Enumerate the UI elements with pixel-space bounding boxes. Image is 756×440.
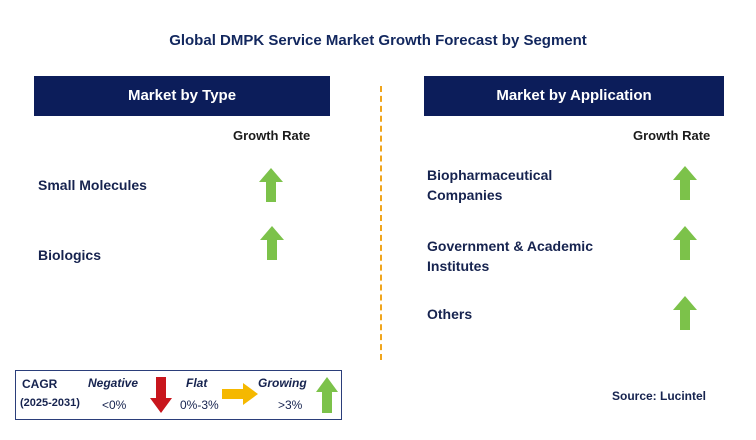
panel-divider [380, 86, 382, 360]
legend-flat-label: Flat [186, 376, 208, 390]
application-row-government-academic: Government & Academic Institutes [427, 236, 593, 276]
row-label-line2: Institutes [427, 258, 490, 274]
type-row-small-molecules: Small Molecules [38, 177, 147, 193]
application-row-others: Others [427, 304, 472, 324]
legend-growing-label: Growing [258, 376, 307, 390]
chart-title: Global DMPK Service Market Growth Foreca… [169, 32, 587, 49]
legend-negative-label: Negative [88, 376, 139, 390]
growing-arrow-icon [673, 226, 697, 260]
application-growth-rate-label: Growth Rate [633, 128, 711, 143]
growing-arrow-icon [673, 296, 697, 330]
row-label-line2: Companies [427, 187, 503, 203]
growing-arrow-icon [259, 168, 283, 202]
legend-period: (2025-2031) [20, 397, 80, 409]
growing-up-arrow-icon [316, 377, 338, 413]
legend-negative-range: <0% [102, 398, 127, 412]
legend-cagr-label: CAGR [22, 377, 58, 391]
type-growth-rate-label: Growth Rate [233, 128, 311, 143]
market-by-type-header: Market by Type [34, 76, 330, 116]
market-by-application-header: Market by Application [424, 76, 724, 116]
growing-arrow-icon [260, 226, 284, 260]
row-label-line1: Biopharmaceutical [427, 167, 553, 183]
flat-right-arrow-icon [222, 383, 258, 405]
cagr-legend: CAGR (2025-2031) Negative <0% Flat 0%-3%… [15, 370, 342, 420]
source-note: Source: Lucintel [612, 389, 707, 403]
row-label-line1: Government & Academic [427, 238, 593, 254]
application-row-biopharmaceutical: Biopharmaceutical Companies [427, 165, 552, 205]
type-row-biologics: Biologics [38, 247, 102, 263]
growing-arrow-icon [673, 166, 697, 200]
row-label-line1: Others [427, 306, 473, 322]
negative-down-arrow-icon [150, 377, 172, 413]
legend-flat-range: 0%-3% [180, 398, 219, 412]
legend-growing-range: >3% [278, 398, 303, 412]
